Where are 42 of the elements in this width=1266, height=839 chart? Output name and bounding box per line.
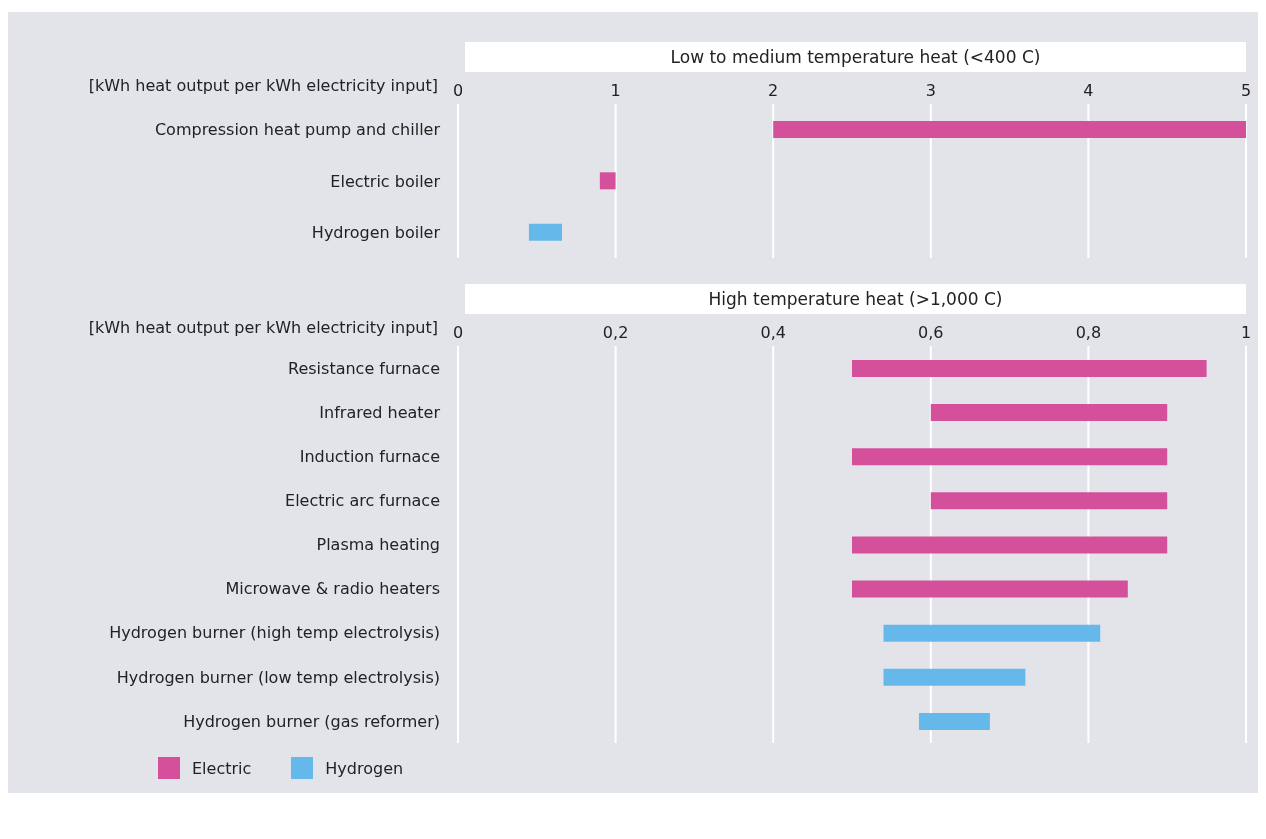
bar: [599, 172, 616, 190]
bar: [918, 712, 990, 730]
y-tick-label: Compression heat pump and chiller: [154, 120, 441, 140]
x-tick-label: 0: [452, 81, 464, 100]
x-tick-label: 4: [1083, 81, 1094, 100]
x-tick-label: 3: [925, 81, 936, 100]
chart-title: Low to medium temperature heat (<400 C): [465, 42, 1246, 72]
y-tick-label: Hydrogen boiler: [311, 223, 441, 243]
bar: [528, 223, 563, 241]
bar: [852, 360, 1207, 377]
x-axis-title: [kWh heat output per kWh electricity input]: [87, 318, 438, 337]
y-tick-label: Plasma heating: [316, 535, 440, 555]
x-tick-label: 0,2: [602, 323, 629, 342]
x-tick-label: 0,4: [760, 323, 786, 342]
x-tick-label: 2: [768, 81, 779, 100]
bar: [852, 536, 1168, 554]
bar: [852, 448, 1168, 466]
legend-label: Electric: [192, 758, 252, 778]
x-tick-label: 0,8: [1075, 323, 1102, 342]
bar: [930, 404, 1168, 422]
y-tick-label: Resistance furnace: [288, 358, 440, 378]
legend-label: Hydrogen: [325, 758, 404, 778]
bar: [930, 492, 1168, 510]
x-tick-label: 0: [452, 323, 464, 342]
x-tick-label: 5: [1240, 81, 1252, 100]
x-tick-label: 0,6: [918, 323, 944, 342]
y-tick-label: Induction furnace: [299, 446, 440, 466]
y-tick-label: Electric arc furnace: [285, 491, 440, 511]
bar: [773, 121, 1246, 138]
bar: [883, 668, 1026, 686]
y-tick-label: Infrared heater: [319, 402, 441, 422]
x-axis-title: [kWh heat output per kWh electricity input]: [87, 76, 438, 95]
y-tick-label: Hydrogen burner (high temp electrolysis): [109, 623, 440, 643]
y-tick-label: Electric boiler: [330, 171, 441, 191]
x-tick-label: 1: [610, 81, 621, 100]
y-tick-label: Hydrogen burner (gas reformer): [183, 711, 440, 731]
bar: [883, 624, 1101, 642]
bar: [852, 580, 1128, 598]
chart-title: High temperature heat (>1,000 C): [465, 284, 1246, 314]
y-tick-label: Hydrogen burner (low temp electrolysis): [116, 667, 440, 687]
y-tick-label: Microwave & radio heaters: [225, 579, 440, 599]
x-tick-label: 1: [1240, 323, 1252, 342]
